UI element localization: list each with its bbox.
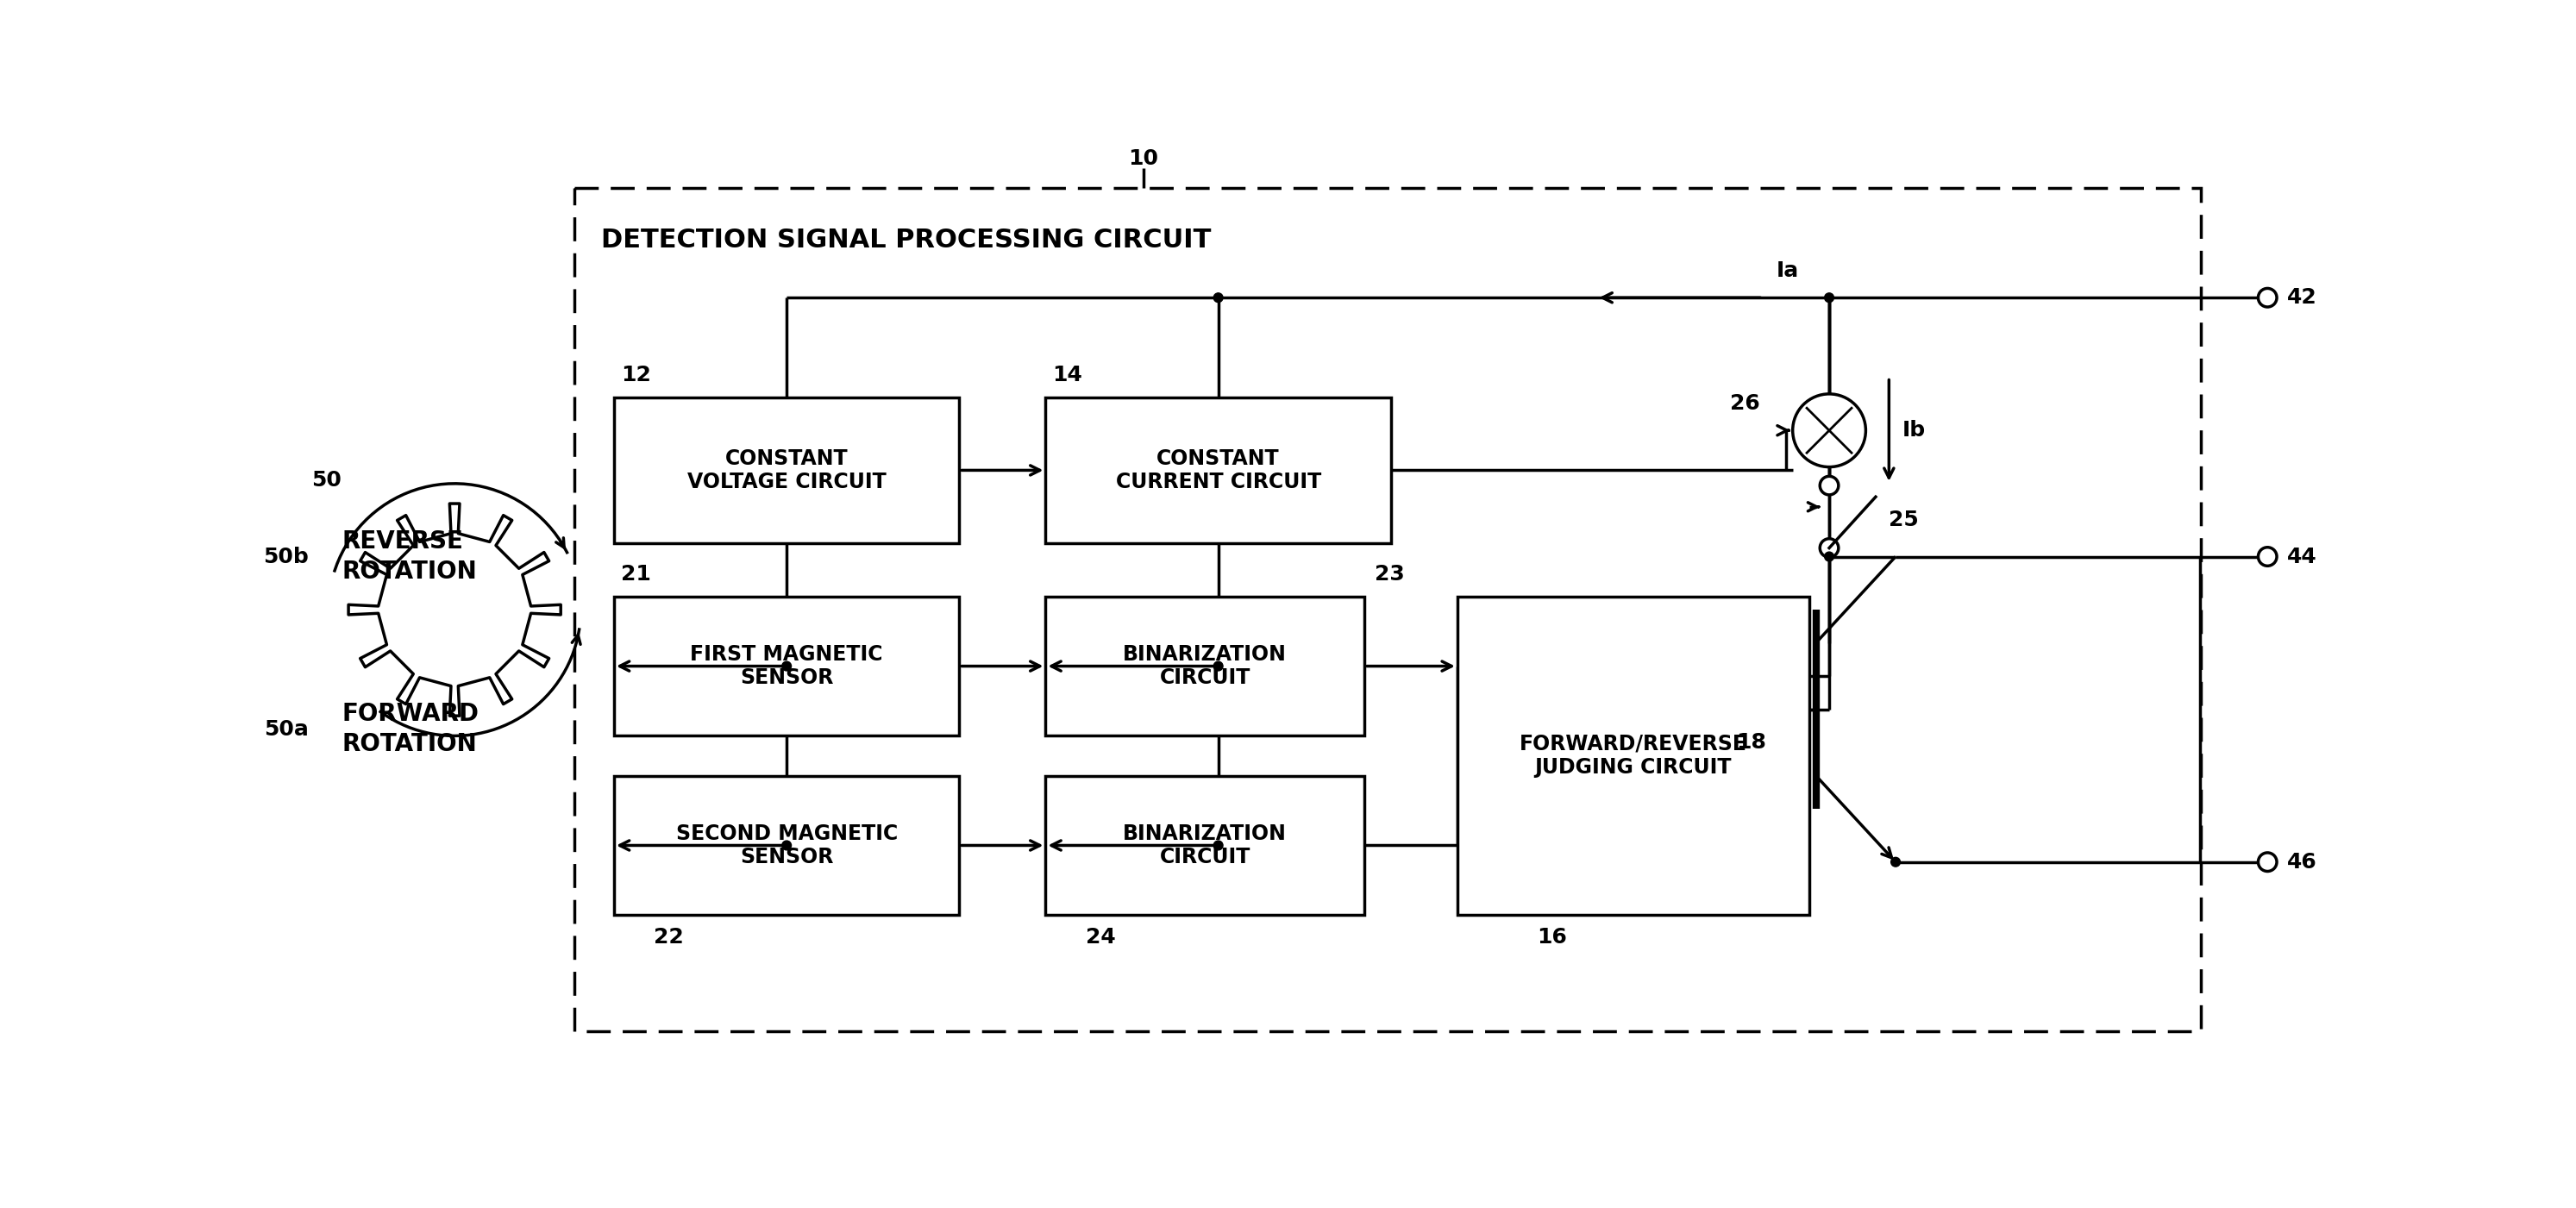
Circle shape <box>1819 539 1839 557</box>
Text: 50b: 50b <box>263 546 309 567</box>
Circle shape <box>1824 294 1834 302</box>
Text: 22: 22 <box>654 927 683 948</box>
Circle shape <box>783 841 791 850</box>
Bar <box>613 397 958 544</box>
Text: 42: 42 <box>2287 288 2318 308</box>
Circle shape <box>783 662 791 670</box>
Text: BINARIZATION
CIRCUIT: BINARIZATION CIRCUIT <box>1123 823 1288 867</box>
Bar <box>1046 397 1391 544</box>
Text: Ib: Ib <box>1901 420 1927 441</box>
Text: 25: 25 <box>1888 510 1919 530</box>
Circle shape <box>1793 394 1865 467</box>
Text: 21: 21 <box>621 564 652 585</box>
Text: 16: 16 <box>1538 927 1566 948</box>
Circle shape <box>1819 476 1839 495</box>
Text: CONSTANT
VOLTAGE CIRCUIT: CONSTANT VOLTAGE CIRCUIT <box>688 448 886 493</box>
Text: SECOND MAGNETIC
SENSOR: SECOND MAGNETIC SENSOR <box>675 823 896 867</box>
Text: Ia: Ia <box>1775 261 1798 281</box>
Circle shape <box>1891 858 1901 866</box>
Text: 46: 46 <box>2287 852 2318 872</box>
Text: 14: 14 <box>1051 365 1082 385</box>
Text: 44: 44 <box>2287 546 2318 567</box>
Text: DETECTION SIGNAL PROCESSING CIRCUIT: DETECTION SIGNAL PROCESSING CIRCUIT <box>600 228 1211 252</box>
Bar <box>574 188 2200 1032</box>
Circle shape <box>1213 294 1224 302</box>
Text: 23: 23 <box>1376 564 1404 585</box>
Text: 18: 18 <box>1736 732 1767 753</box>
Text: 50: 50 <box>312 470 343 490</box>
Bar <box>613 597 958 736</box>
Circle shape <box>2259 853 2277 871</box>
Text: FORWARD/REVERSE
JUDGING CIRCUIT: FORWARD/REVERSE JUDGING CIRCUIT <box>1520 733 1747 778</box>
Text: REVERSE
ROTATION: REVERSE ROTATION <box>343 529 477 583</box>
Circle shape <box>1213 662 1224 670</box>
Bar <box>613 776 958 916</box>
Text: CONSTANT
CURRENT CIRCUIT: CONSTANT CURRENT CIRCUIT <box>1115 448 1321 493</box>
Text: 12: 12 <box>621 365 652 385</box>
Text: BINARIZATION
CIRCUIT: BINARIZATION CIRCUIT <box>1123 644 1288 689</box>
Circle shape <box>2259 289 2277 307</box>
Text: 10: 10 <box>1128 147 1159 169</box>
Text: 26: 26 <box>1728 394 1759 414</box>
Text: FIRST MAGNETIC
SENSOR: FIRST MAGNETIC SENSOR <box>690 644 884 689</box>
Circle shape <box>2259 547 2277 565</box>
Text: 50a: 50a <box>263 719 309 739</box>
Circle shape <box>1824 552 1834 562</box>
Bar <box>1046 597 1365 736</box>
Bar <box>1458 597 1808 916</box>
Text: FORWARD
ROTATION: FORWARD ROTATION <box>343 702 479 756</box>
Text: 24: 24 <box>1084 927 1115 948</box>
Circle shape <box>1213 841 1224 850</box>
Bar <box>1046 776 1365 916</box>
